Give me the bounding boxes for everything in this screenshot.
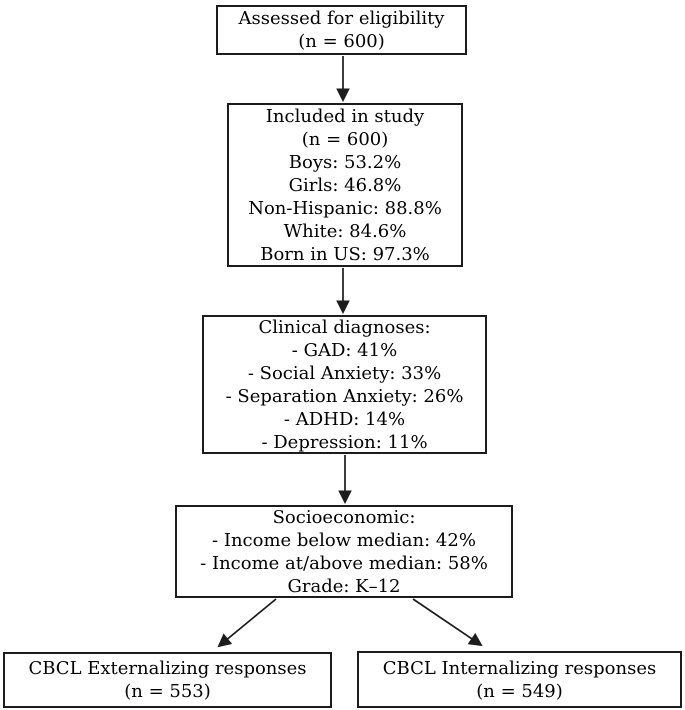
box-line: Clinical diagnoses: (258, 316, 431, 338)
box-line: Assessed for eligibility (238, 8, 445, 29)
arrow-socioeconomic-to-externalizing (217, 598, 277, 648)
box-line: - GAD: 41% (291, 339, 398, 361)
box-line: Girls: 46.8% (288, 174, 402, 196)
box-line: White: 84.6% (283, 220, 407, 242)
box-clinical-diagnoses: Clinical diagnoses: - GAD: 41% - Social … (202, 315, 487, 454)
box-line: (n = 553) (124, 681, 211, 702)
box-line: Born in US: 97.3% (260, 243, 430, 265)
box-line: (n = 600) (298, 31, 385, 52)
box-line: - Social Anxiety: 33% (247, 362, 442, 384)
box-cbcl-internalizing-responses: CBCL Internalizing responses (n = 549) (357, 651, 682, 708)
box-line: - Income below median: 42% (212, 529, 476, 551)
box-socioeconomic: Socioeconomic: - Income below median: 42… (175, 505, 513, 598)
arrow-socioeconomic-to-internalizing (412, 598, 483, 647)
box-included-in-study: Included in study (n = 600) Boys: 53.2% … (227, 103, 463, 267)
box-assessed-for-eligibility: Assessed for eligibility (n = 600) (216, 5, 467, 55)
box-line: Socioeconomic: (272, 506, 416, 528)
box-line: Included in study (265, 105, 425, 127)
box-line: - ADHD: 14% (283, 408, 406, 430)
box-line: CBCL Internalizing responses (382, 657, 657, 679)
box-line: (n = 600) (301, 128, 389, 150)
box-cbcl-externalizing-responses: CBCL Externalizing responses (n = 553) (3, 652, 332, 708)
box-line: - Depression: 11% (261, 431, 428, 453)
box-line: (n = 549) (476, 680, 563, 702)
box-line: - Income at/above median: 58% (200, 552, 488, 574)
box-line: Boys: 53.2% (288, 151, 402, 173)
box-line: Grade: K–12 (287, 575, 401, 597)
box-line: - Separation Anxiety: 26% (225, 385, 464, 407)
box-line: Non-Hispanic: 88.8% (248, 197, 442, 219)
box-line: CBCL Externalizing responses (28, 658, 307, 679)
